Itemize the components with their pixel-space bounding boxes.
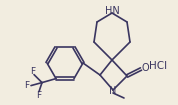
Text: HN: HN bbox=[105, 6, 119, 16]
Text: F: F bbox=[36, 91, 41, 100]
Text: F: F bbox=[24, 81, 30, 90]
Text: N: N bbox=[109, 86, 117, 96]
Text: F: F bbox=[30, 67, 36, 76]
Text: HCl: HCl bbox=[149, 61, 167, 71]
Text: O: O bbox=[141, 63, 149, 73]
